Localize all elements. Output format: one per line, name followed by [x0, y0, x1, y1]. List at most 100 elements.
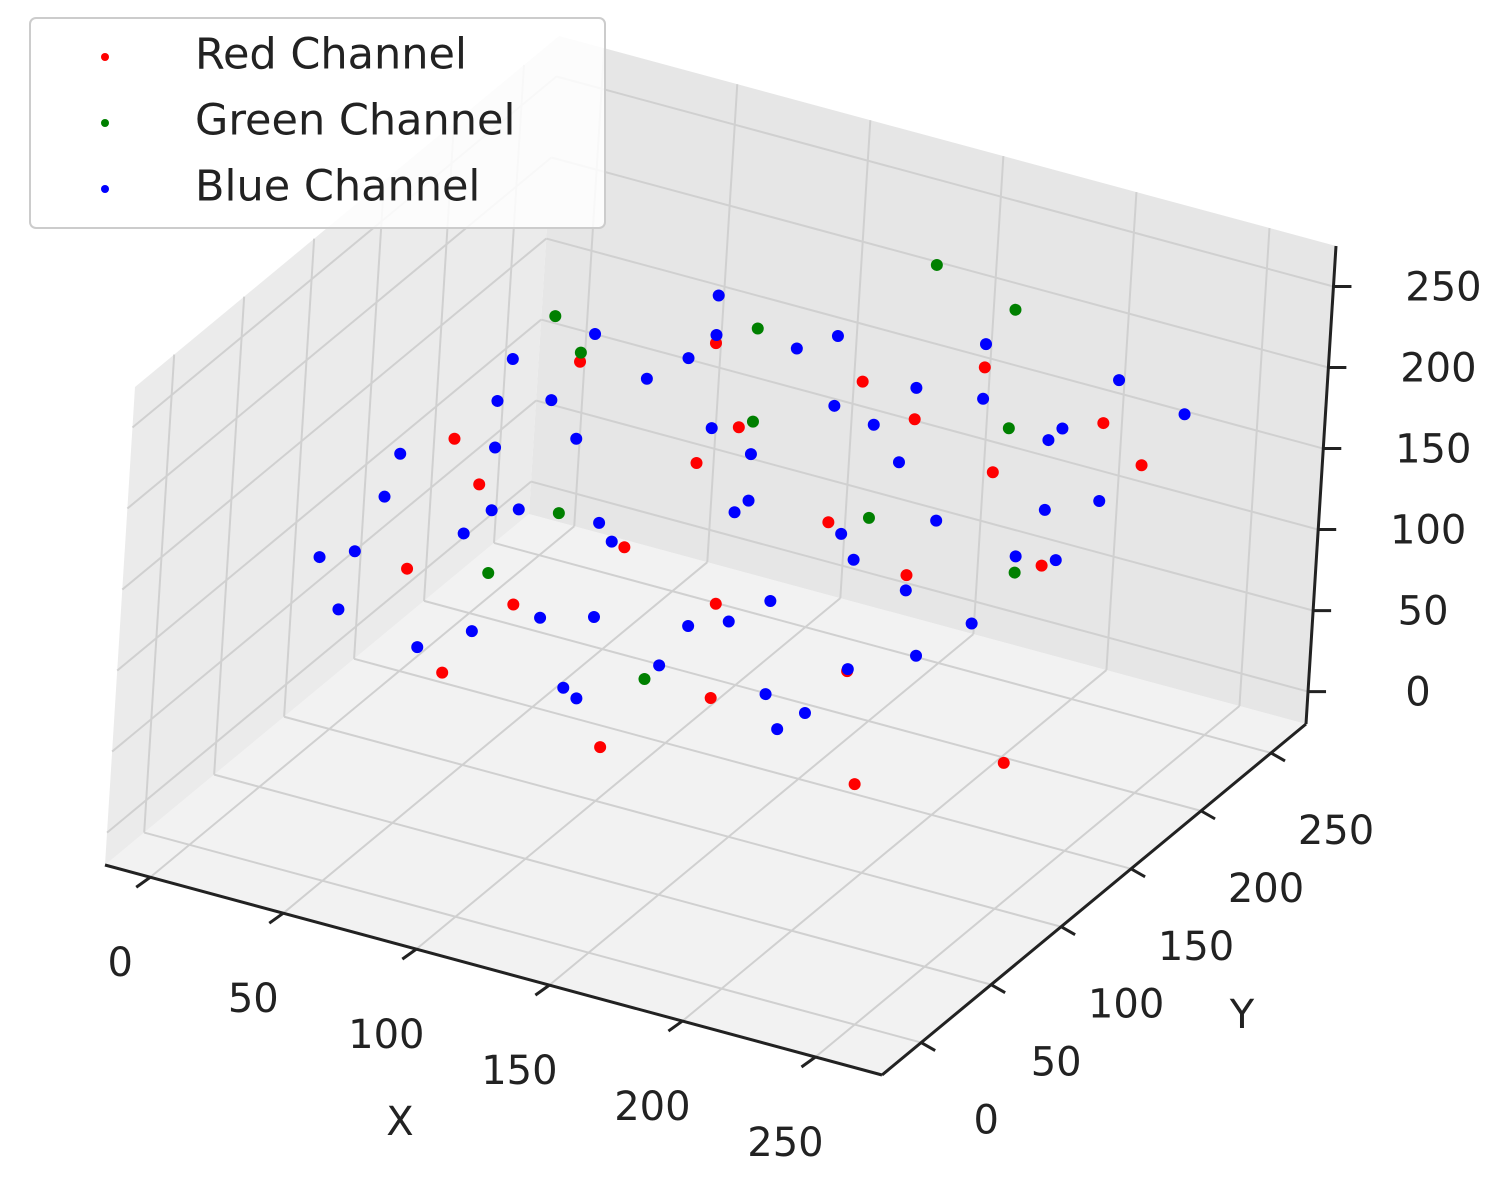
data-point	[401, 562, 414, 575]
z-tick-label: 100	[1390, 508, 1466, 554]
data-point	[485, 504, 498, 517]
x-tick-label: 0	[108, 940, 133, 986]
grid-line	[415, 597, 841, 950]
x-axis-line	[104, 863, 883, 1077]
grid-line	[681, 669, 1108, 1022]
data-point	[746, 415, 759, 428]
data-point	[436, 666, 449, 679]
y-tick-label: 0	[973, 1098, 998, 1144]
x-tick	[135, 876, 152, 889]
data-point	[512, 503, 525, 516]
data-point	[653, 659, 666, 672]
data-point	[589, 328, 602, 341]
x-tick-label: 50	[228, 976, 279, 1022]
grid-line	[972, 156, 1005, 635]
grid-line	[839, 120, 872, 599]
data-point	[332, 603, 345, 616]
x-axis-label: X	[386, 1099, 413, 1145]
data-point	[835, 527, 848, 540]
data-point	[1035, 559, 1048, 572]
floor-pane	[105, 514, 1306, 1075]
data-point	[712, 289, 725, 302]
data-point	[892, 456, 905, 469]
y-tick	[1130, 867, 1146, 879]
data-point	[980, 338, 993, 351]
data-point	[348, 545, 361, 558]
data-point	[690, 456, 703, 469]
data-point	[1113, 374, 1126, 387]
data-point	[841, 663, 854, 676]
data-point	[574, 355, 587, 368]
y-tick-label: 250	[1298, 808, 1374, 854]
grid-line	[121, 237, 547, 591]
grid-line	[106, 480, 532, 834]
data-point	[759, 688, 772, 701]
grid-line	[282, 561, 708, 914]
data-point	[722, 615, 735, 628]
x-tick-label: 200	[614, 1084, 690, 1130]
grid-line	[548, 633, 975, 986]
z-tick-label: 50	[1398, 589, 1449, 635]
legend-label: Green Channel	[195, 96, 515, 146]
data-point	[899, 584, 912, 597]
data-point	[394, 447, 407, 460]
z-tick-label: 150	[1395, 427, 1471, 473]
data-point	[732, 421, 745, 434]
grid-line	[493, 541, 1272, 754]
data-point	[489, 441, 502, 454]
data-point	[473, 478, 486, 491]
data-point	[1008, 566, 1021, 579]
z-tick-label: 250	[1405, 265, 1481, 311]
data-point	[593, 516, 606, 529]
data-point	[709, 597, 722, 610]
data-point	[908, 413, 921, 426]
data-point	[848, 778, 861, 791]
grid-line	[1238, 227, 1271, 707]
data-point	[605, 535, 618, 548]
data-point	[594, 741, 607, 754]
data-point	[1009, 550, 1022, 563]
data-point	[822, 516, 835, 529]
legend-label: Blue Channel	[195, 162, 480, 212]
data-point	[1038, 503, 1051, 516]
z-axis-line	[1304, 245, 1338, 725]
grid-line	[706, 84, 739, 563]
x-tick	[268, 911, 285, 925]
data-point	[448, 432, 461, 445]
data-point	[1009, 303, 1022, 316]
x-tick	[401, 947, 418, 961]
data-point	[313, 551, 326, 564]
legend-marker	[101, 119, 109, 127]
data-point	[1049, 554, 1062, 567]
data-point	[798, 706, 811, 719]
data-point	[545, 394, 558, 407]
y-tick-label: 50	[1031, 1040, 1082, 1086]
y-tick-label: 100	[1088, 982, 1164, 1028]
data-point	[997, 756, 1010, 769]
x-tick-label: 250	[747, 1120, 823, 1166]
legend-marker	[101, 185, 109, 193]
data-point	[574, 346, 587, 359]
data-point	[771, 723, 784, 736]
grid-line	[353, 180, 386, 659]
y-tick	[920, 1041, 936, 1052]
data-point	[1056, 422, 1069, 435]
data-point	[728, 506, 741, 519]
y-tick-label: 150	[1158, 924, 1234, 970]
data-point	[1178, 408, 1191, 421]
data-point	[828, 399, 841, 412]
data-point	[847, 553, 860, 566]
data-point	[744, 448, 757, 461]
data-point	[506, 352, 519, 365]
grid-line	[423, 599, 1202, 812]
legend-box	[29, 17, 606, 229]
x-tick	[667, 1019, 684, 1033]
grid-line	[283, 238, 316, 717]
grid-line	[213, 773, 992, 986]
data-point	[507, 598, 520, 611]
grid-line	[116, 318, 542, 672]
y-tick-label: 200	[1228, 866, 1304, 912]
data-point	[640, 372, 653, 385]
data-point	[1093, 495, 1106, 508]
